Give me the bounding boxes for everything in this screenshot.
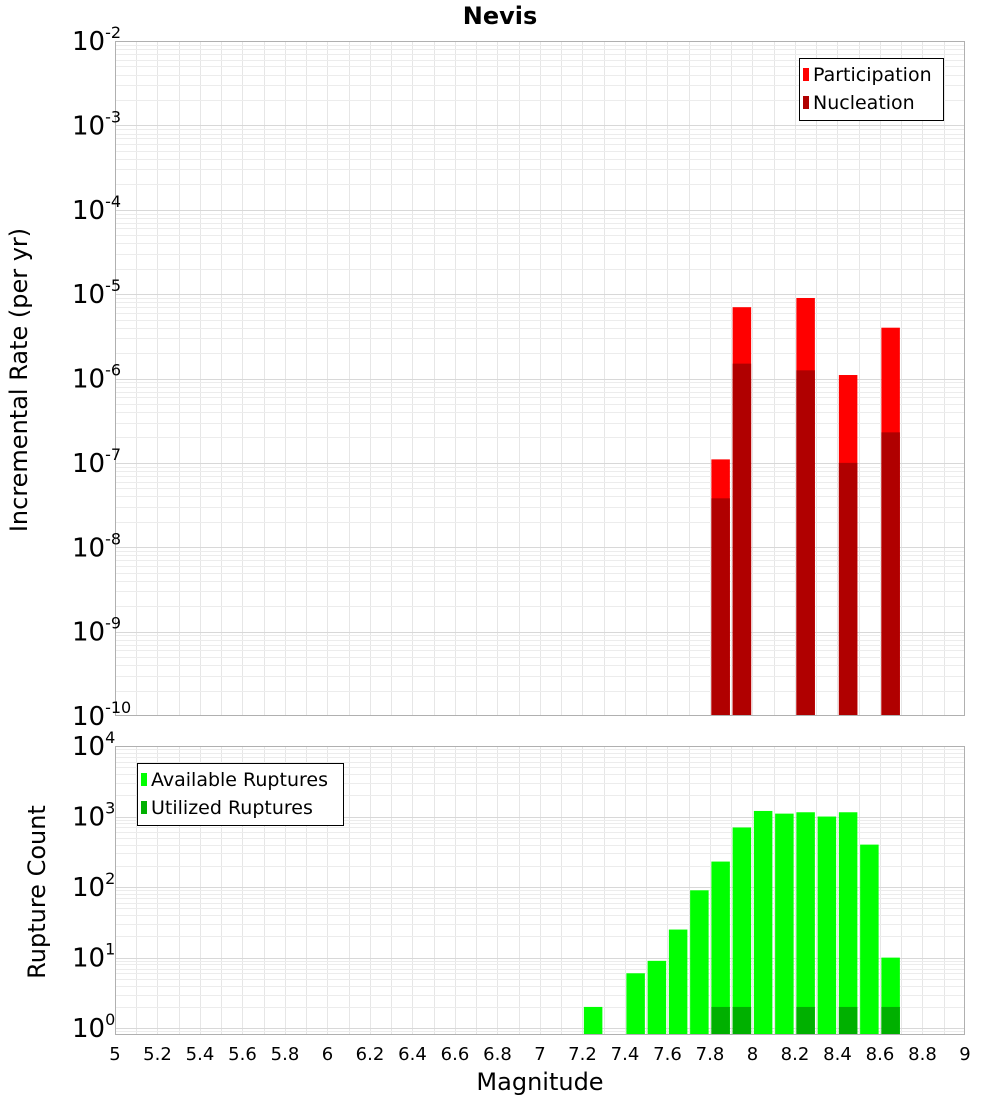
bottom-legend-label-1: Utilized Ruptures: [151, 797, 313, 819]
bottom-bar-0-7: [753, 810, 773, 1035]
bottom-y-tick-0: 100: [72, 1010, 115, 1044]
top-bar-1-0: [711, 498, 730, 716]
top-legend-swatch-1: [803, 96, 809, 109]
top-legend: Participation Nucleation: [799, 58, 944, 121]
bottom-bar-0-1: [626, 973, 645, 1035]
bottom-y-tick-2: 102: [72, 869, 115, 903]
x-tick-8: 6.6: [441, 1044, 470, 1065]
top-bar-1-2: [796, 370, 815, 716]
bottom-series-1: [711, 1006, 900, 1035]
x-tick-1: 5.2: [143, 1044, 172, 1065]
top-bar-1-4: [881, 432, 900, 716]
bottom-bar-1-2: [796, 1006, 815, 1035]
top-y-tick-2: 10-8: [72, 529, 121, 563]
top-y-axis-label: Incremental Rate (per yr): [5, 228, 33, 532]
x-tick-12: 7.4: [611, 1044, 640, 1065]
top-y-tick-1: 10-9: [72, 614, 121, 648]
bottom-bar-1-3: [838, 1006, 858, 1035]
bottom-bar-0-11: [838, 812, 858, 1035]
x-tick-16: 8.2: [781, 1044, 810, 1065]
bottom-y-axis-label: Rupture Count: [23, 805, 51, 979]
x-tick-4: 5.8: [271, 1044, 300, 1065]
bottom-legend-box: [137, 763, 344, 826]
bottom-legend-swatch-1: [141, 801, 147, 814]
top-y-tick-8: 10-2: [72, 23, 121, 57]
bottom-bar-0-4: [690, 890, 709, 1035]
x-tick-6: 6.2: [356, 1044, 385, 1065]
top-legend-box: [799, 58, 944, 121]
bottom-bar-0-0: [583, 1006, 603, 1035]
bottom-bar-0-2: [647, 960, 667, 1035]
bottom-legend-label-0: Available Ruptures: [151, 769, 328, 791]
bottom-bar-0-12: [860, 844, 879, 1035]
bottom-grid: [115, 746, 965, 1035]
top-legend-swatch-0: [803, 68, 809, 81]
x-tick-14: 7.8: [696, 1044, 725, 1065]
x-tick-18: 8.6: [866, 1044, 895, 1065]
bottom-bar-1-1: [732, 1006, 752, 1035]
x-tick-15: 8: [747, 1044, 758, 1065]
top-legend-label-1: Nucleation: [813, 92, 915, 114]
top-frame: [115, 41, 965, 716]
x-tick-20: 9: [959, 1044, 970, 1065]
x-tick-5: 6: [322, 1044, 333, 1065]
x-tick-0: 5: [109, 1044, 120, 1065]
bottom-bar-1-4: [881, 1006, 900, 1035]
x-tick-17: 8.4: [823, 1044, 852, 1065]
x-axis-label: Magnitude: [476, 1068, 603, 1096]
bottom-y-tick-1: 101: [72, 940, 115, 974]
bottom-bar-0-6: [732, 827, 752, 1035]
rupture-count-panel: 100 101 102 103 104 Available Ruptures Utilize…: [72, 728, 971, 1065]
bottom-bar-0-9: [796, 812, 815, 1035]
x-tick-3: 5.6: [228, 1044, 257, 1065]
top-y-tick-4: 10-6: [72, 361, 121, 395]
x-tick-11: 7.2: [568, 1044, 597, 1065]
bottom-bar-0-10: [817, 816, 837, 1035]
top-y-tick-7: 10-3: [72, 107, 121, 141]
bottom-bar-0-8: [775, 813, 794, 1035]
x-tick-7: 6.4: [398, 1044, 427, 1065]
top-grid: [115, 41, 965, 716]
bottom-bar-0-3: [668, 929, 688, 1035]
top-bar-1-3: [838, 462, 858, 716]
top-y-tick-3: 10-7: [72, 445, 121, 479]
rate-panel: 10-10 10-9 10-8 10-7 10-6 10-5 10-4 10-3 10-2 Par…: [72, 23, 965, 732]
bottom-legend: Available Ruptures Utilized Ruptures: [137, 763, 344, 826]
x-tick-2: 5.4: [186, 1044, 215, 1065]
bottom-series-0: [583, 810, 900, 1035]
top-y-tick-5: 10-5: [72, 276, 121, 310]
x-tick-10: 7: [534, 1044, 545, 1065]
top-y-tick-6: 10-4: [72, 192, 121, 226]
top-bar-1-1: [732, 363, 752, 716]
bottom-bar-0-5: [711, 861, 730, 1035]
bottom-bar-1-0: [711, 1006, 730, 1035]
x-tick-19: 8.8: [908, 1044, 937, 1065]
chart-title: Nevis: [463, 2, 538, 30]
bottom-y-tick-4: 104: [72, 728, 115, 762]
top-y-tick-0: 10-10: [72, 698, 131, 732]
bottom-y-tick-3: 103: [72, 799, 115, 833]
bottom-frame: [115, 746, 965, 1035]
bottom-legend-swatch-0: [141, 773, 147, 786]
top-legend-label-0: Participation: [813, 64, 932, 86]
x-tick-13: 7.6: [653, 1044, 682, 1065]
top-series-1: [711, 363, 900, 716]
x-tick-9: 6.8: [483, 1044, 512, 1065]
